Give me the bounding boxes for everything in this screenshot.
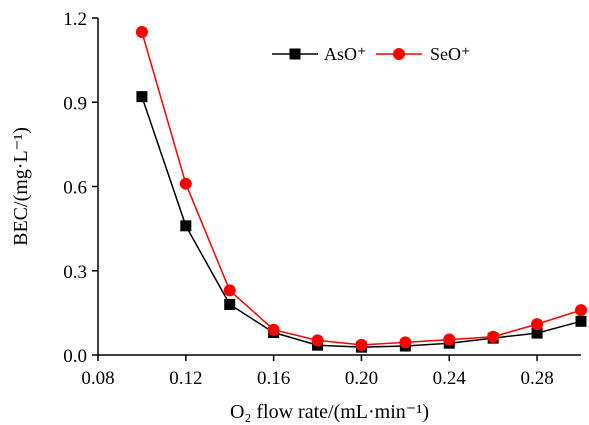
legend-marker xyxy=(289,48,301,60)
data-point xyxy=(179,177,192,190)
data-point xyxy=(443,333,456,346)
series-layer xyxy=(135,26,587,353)
y-tick-label: 0.0 xyxy=(63,346,87,367)
x-tick-label: 0.12 xyxy=(169,368,202,389)
x-tick-label: 0.20 xyxy=(345,368,378,389)
axes xyxy=(97,18,581,356)
legend-label: SeO⁺ xyxy=(430,44,471,64)
y-tick-label: 0.6 xyxy=(63,178,87,199)
y-tick-label: 0.9 xyxy=(63,93,87,114)
y-tick-label: 0.3 xyxy=(63,262,87,283)
data-point xyxy=(355,338,368,351)
data-point xyxy=(224,298,236,310)
ticks: 0.08 0.12 0.16 0.20 0.24 0.28 0.0 0.3 0.6 0.9 1.2 xyxy=(63,9,553,389)
data-point xyxy=(575,304,587,317)
x-tick-label: 0.16 xyxy=(257,368,290,389)
data-point xyxy=(223,284,236,297)
data-point xyxy=(311,334,324,347)
data-point xyxy=(136,91,148,103)
data-point xyxy=(531,318,544,331)
y-tick-label: 1.2 xyxy=(63,9,87,30)
series-0 xyxy=(136,91,587,353)
legend-item: SeO⁺ xyxy=(376,44,471,64)
x-axis-label: O₂ flow rate/(mL·min⁻¹) xyxy=(230,401,429,423)
data-point xyxy=(575,315,587,327)
legend-label: AsO⁺ xyxy=(324,44,367,64)
data-point xyxy=(531,327,543,339)
x-tick-label: 0.24 xyxy=(433,368,467,389)
data-point xyxy=(267,323,280,336)
data-point xyxy=(399,336,412,349)
x-tick-label: 0.08 xyxy=(81,368,114,389)
legend-marker xyxy=(393,48,405,60)
series-line xyxy=(141,96,582,348)
data-point xyxy=(180,220,192,232)
legend: AsO⁺ SeO⁺ xyxy=(272,44,471,64)
data-point xyxy=(135,26,148,39)
series-line xyxy=(141,31,582,346)
y-axis-label: BEC/(mg·L⁻¹) xyxy=(10,127,32,246)
x-tick-label: 0.28 xyxy=(520,368,553,389)
series-1 xyxy=(135,26,587,351)
legend-item: AsO⁺ xyxy=(272,44,367,64)
data-point xyxy=(487,330,500,343)
